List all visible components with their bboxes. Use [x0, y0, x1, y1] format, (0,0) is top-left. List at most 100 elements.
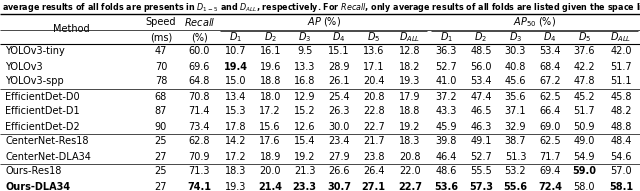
Text: 23.3: 23.3 — [292, 181, 317, 191]
Text: 69.6: 69.6 — [189, 62, 210, 71]
Text: average results of all folds are presents in $D_{1-5}$ and $D_{ALL}$, respective: average results of all folds are present… — [2, 1, 640, 14]
Text: 37.6: 37.6 — [573, 46, 595, 57]
Text: 45.2: 45.2 — [573, 91, 595, 101]
Text: $D_5$: $D_5$ — [367, 30, 380, 44]
Text: 15.4: 15.4 — [294, 137, 316, 146]
Text: 50.9: 50.9 — [573, 121, 595, 131]
Text: 10.7: 10.7 — [225, 46, 246, 57]
Text: 35.6: 35.6 — [505, 91, 526, 101]
Text: 71.7: 71.7 — [539, 151, 561, 162]
Text: 48.5: 48.5 — [470, 46, 492, 57]
Text: 15.3: 15.3 — [225, 107, 246, 117]
Text: $AP_{50}$ (%): $AP_{50}$ (%) — [513, 15, 556, 29]
Text: 13.6: 13.6 — [363, 46, 385, 57]
Text: 64.8: 64.8 — [189, 77, 210, 87]
Text: 12.9: 12.9 — [294, 91, 316, 101]
Text: YOLOv3-tiny: YOLOv3-tiny — [5, 46, 65, 57]
Text: Ours-Res18: Ours-Res18 — [5, 167, 61, 176]
Text: 12.8: 12.8 — [399, 46, 421, 57]
Text: $D_2$: $D_2$ — [474, 30, 488, 44]
Text: 17.8: 17.8 — [225, 121, 246, 131]
Text: 62.5: 62.5 — [539, 137, 561, 146]
Text: 28.9: 28.9 — [328, 62, 350, 71]
Text: 58.1: 58.1 — [609, 181, 633, 191]
Text: 48.4: 48.4 — [610, 137, 632, 146]
Text: 55.6: 55.6 — [504, 181, 527, 191]
Text: 72.4: 72.4 — [538, 181, 562, 191]
Text: EfficientDet-D0: EfficientDet-D0 — [5, 91, 79, 101]
Text: 19.3: 19.3 — [399, 77, 420, 87]
Text: 59.0: 59.0 — [572, 167, 596, 176]
Text: 57.0: 57.0 — [610, 167, 632, 176]
Text: 27: 27 — [155, 181, 167, 191]
Text: 27: 27 — [155, 151, 167, 162]
Text: 18.8: 18.8 — [259, 77, 281, 87]
Text: 20.8: 20.8 — [363, 91, 385, 101]
Text: 25.4: 25.4 — [328, 91, 350, 101]
Text: 87: 87 — [155, 107, 167, 117]
Text: $D_4$: $D_4$ — [332, 30, 346, 44]
Text: 18.0: 18.0 — [259, 91, 281, 101]
Text: 49.1: 49.1 — [470, 137, 492, 146]
Text: YOLOv3: YOLOv3 — [5, 62, 43, 71]
Text: 20.0: 20.0 — [259, 167, 281, 176]
Text: 27.9: 27.9 — [328, 151, 350, 162]
Text: 26.6: 26.6 — [328, 167, 350, 176]
Text: $D_2$: $D_2$ — [264, 30, 276, 44]
Text: 70: 70 — [155, 62, 167, 71]
Text: $D_1$: $D_1$ — [229, 30, 243, 44]
Text: $D_3$: $D_3$ — [509, 30, 522, 44]
Text: 68: 68 — [155, 91, 167, 101]
Text: $\it{Recall}$: $\it{Recall}$ — [184, 16, 215, 28]
Text: (ms): (ms) — [150, 32, 172, 42]
Text: 74.1: 74.1 — [188, 181, 211, 191]
Text: 30.0: 30.0 — [328, 121, 350, 131]
Text: 30.3: 30.3 — [505, 46, 526, 57]
Text: 17.2: 17.2 — [225, 151, 246, 162]
Text: 47.4: 47.4 — [470, 91, 492, 101]
Text: 71.3: 71.3 — [189, 167, 210, 176]
Text: 19.4: 19.4 — [224, 62, 248, 71]
Text: 17.2: 17.2 — [259, 107, 281, 117]
Text: 23.8: 23.8 — [363, 151, 385, 162]
Text: 62.8: 62.8 — [189, 137, 210, 146]
Text: 15.0: 15.0 — [225, 77, 246, 87]
Text: 53.2: 53.2 — [504, 167, 526, 176]
Text: 12.6: 12.6 — [294, 121, 316, 131]
Text: $D_{ALL}$: $D_{ALL}$ — [399, 30, 420, 44]
Text: 13.4: 13.4 — [225, 91, 246, 101]
Text: 69.4: 69.4 — [540, 167, 561, 176]
Text: 46.5: 46.5 — [470, 107, 492, 117]
Text: 49.0: 49.0 — [573, 137, 595, 146]
Text: 22.0: 22.0 — [399, 167, 421, 176]
Text: 22.8: 22.8 — [363, 107, 385, 117]
Text: Method: Method — [52, 24, 89, 34]
Text: 40.8: 40.8 — [505, 62, 526, 71]
Text: 26.4: 26.4 — [363, 167, 385, 176]
Text: 45.8: 45.8 — [610, 91, 632, 101]
Text: 18.3: 18.3 — [399, 137, 420, 146]
Text: 17.1: 17.1 — [363, 62, 385, 71]
Text: 68.4: 68.4 — [540, 62, 561, 71]
Text: Speed: Speed — [146, 17, 176, 27]
Text: 53.4: 53.4 — [470, 77, 492, 87]
Text: $D_4$: $D_4$ — [543, 30, 557, 44]
Text: 26.1: 26.1 — [328, 77, 350, 87]
Text: $D_{ALL}$: $D_{ALL}$ — [610, 30, 632, 44]
Text: Ours-DLA34: Ours-DLA34 — [5, 181, 70, 191]
Text: $D_5$: $D_5$ — [578, 30, 591, 44]
Text: 51.7: 51.7 — [610, 62, 632, 71]
Text: 19.3: 19.3 — [225, 181, 246, 191]
Text: 25: 25 — [155, 167, 167, 176]
Text: 56.0: 56.0 — [470, 62, 492, 71]
Text: $D_3$: $D_3$ — [298, 30, 311, 44]
Text: 42.2: 42.2 — [573, 62, 595, 71]
Text: 36.3: 36.3 — [436, 46, 457, 57]
Text: 17.6: 17.6 — [259, 137, 281, 146]
Text: $AP$ (%): $AP$ (%) — [307, 15, 341, 28]
Text: 25: 25 — [155, 137, 167, 146]
Text: 54.6: 54.6 — [610, 151, 632, 162]
Text: 18.2: 18.2 — [399, 62, 421, 71]
Text: 90: 90 — [155, 121, 167, 131]
Text: 57.3: 57.3 — [469, 181, 493, 191]
